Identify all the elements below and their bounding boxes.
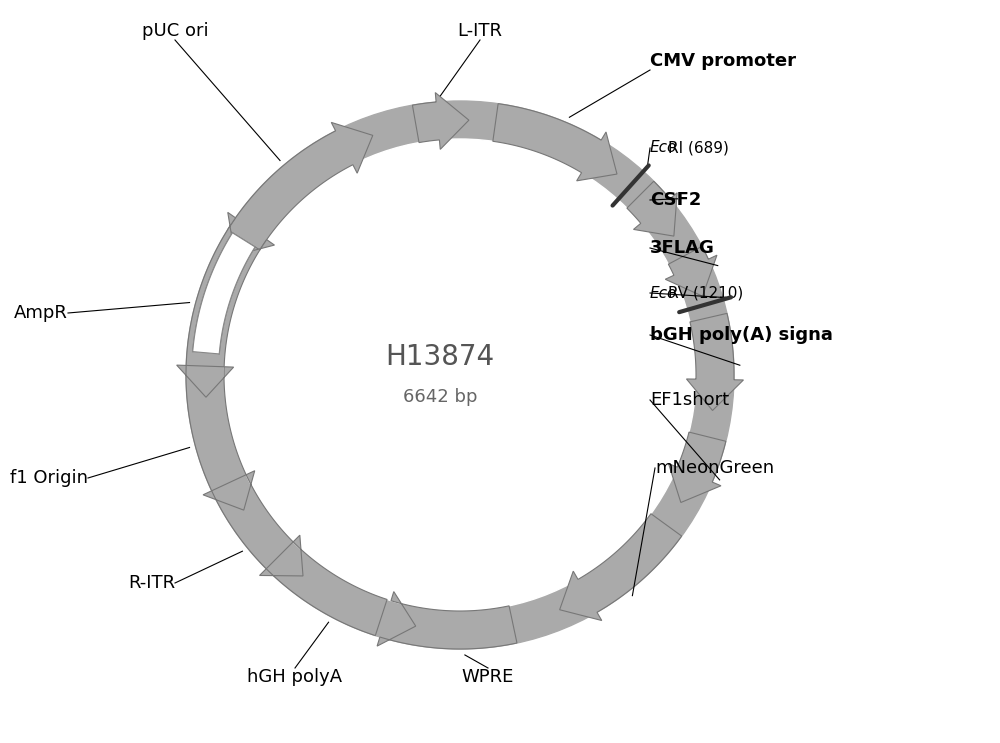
Text: pUC ori: pUC ori (142, 22, 208, 40)
Text: EF1short: EF1short (650, 391, 729, 409)
Text: Eco: Eco (650, 285, 677, 300)
Polygon shape (560, 513, 682, 620)
Polygon shape (203, 471, 293, 568)
Text: RV (1210): RV (1210) (668, 285, 743, 300)
Polygon shape (668, 432, 726, 502)
Text: AmpR: AmpR (14, 304, 68, 322)
Text: H13874: H13874 (385, 343, 495, 371)
Text: RI (689): RI (689) (668, 140, 729, 155)
Polygon shape (493, 104, 617, 181)
Text: Eco: Eco (650, 140, 677, 155)
Text: bGH poly(A) signa: bGH poly(A) signa (650, 326, 833, 344)
Text: CSF2: CSF2 (650, 191, 701, 209)
Polygon shape (627, 181, 677, 236)
Text: 3FLAG: 3FLAG (650, 239, 715, 257)
Polygon shape (186, 212, 274, 367)
Polygon shape (193, 233, 255, 354)
Circle shape (224, 139, 696, 611)
Text: 6642 bp: 6642 bp (403, 388, 477, 406)
Polygon shape (665, 247, 717, 296)
Text: hGH polyA: hGH polyA (247, 668, 343, 686)
Text: CMV promoter: CMV promoter (650, 52, 796, 70)
Polygon shape (412, 93, 469, 149)
Polygon shape (377, 591, 517, 649)
Polygon shape (686, 314, 743, 410)
Text: mNeonGreen: mNeonGreen (655, 459, 774, 477)
Polygon shape (228, 123, 373, 250)
Circle shape (186, 101, 734, 649)
Text: WPRE: WPRE (462, 668, 514, 686)
Text: L-ITR: L-ITR (458, 22, 503, 40)
Text: R-ITR: R-ITR (128, 574, 175, 592)
Text: f1 Origin: f1 Origin (10, 469, 88, 487)
Polygon shape (177, 365, 246, 491)
Polygon shape (260, 535, 387, 635)
